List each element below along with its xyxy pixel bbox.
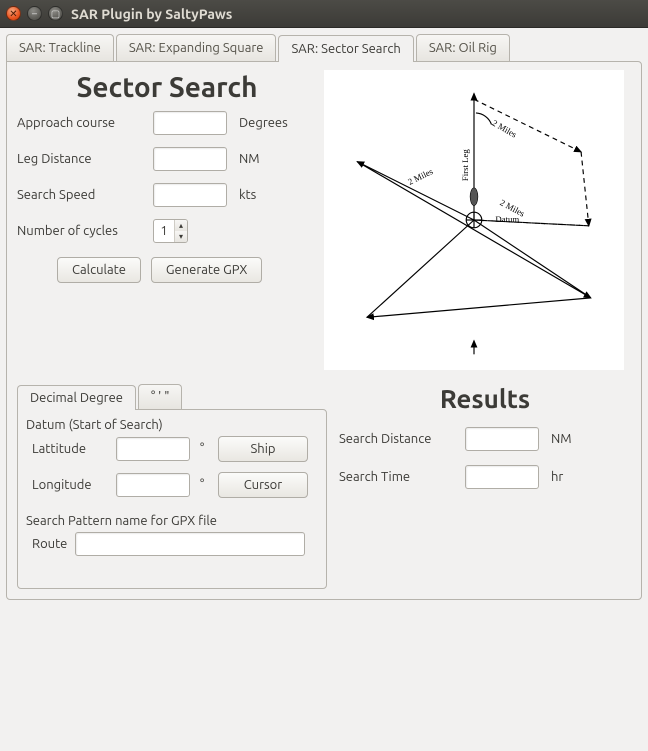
cycles-down-icon[interactable]: ▾ [175,231,187,242]
main-tab-strip: SAR: Trackline SAR: Expanding Square SAR… [6,34,642,61]
search-speed-unit: kts [239,188,317,202]
close-icon[interactable]: ✕ [6,6,21,21]
window-buttons: ✕ – ▢ [6,6,63,21]
tab-decimal-degree[interactable]: Decimal Degree [17,385,136,410]
coord-panel-body: Datum (Start of Search) Lattitude ° Ship… [17,409,327,589]
results-title: Results [339,384,631,413]
datum-group-label: Datum (Start of Search) [26,418,318,432]
calculate-button[interactable]: Calculate [57,257,141,283]
search-time-unit: hr [551,470,631,484]
cycles-up-icon[interactable]: ▴ [175,220,187,231]
minimize-icon[interactable]: – [27,6,42,21]
cycles-spinner[interactable]: 1 ▴ ▾ [153,219,188,243]
leg-distance-unit: NM [239,152,317,166]
approach-course-input[interactable] [153,111,227,135]
window-title: SAR Plugin by SaltyPaws [71,6,232,22]
coord-tab-strip: Decimal Degree ° ' " [17,384,327,409]
ship-button[interactable]: Ship [218,436,308,462]
search-distance-output[interactable] [465,427,539,451]
tab-oil-rig[interactable]: SAR: Oil Rig [416,34,510,61]
search-speed-label: Search Speed [17,188,147,202]
results-panel: Results Search Distance NM Search Time h… [339,384,631,489]
sector-diagram-svg: DatumFirst Leg2 Miles2 Miles2 Miles [328,74,620,366]
search-time-output[interactable] [465,465,539,489]
svg-text:2 Miles: 2 Miles [491,118,519,140]
tab-sector-search[interactable]: SAR: Sector Search [278,35,413,62]
leg-distance-label: Leg Distance [17,152,147,166]
degree-symbol-lat: ° [200,442,214,456]
search-speed-input[interactable] [153,183,227,207]
approach-course-unit: Degrees [239,116,317,130]
tab-expanding-square[interactable]: SAR: Expanding Square [116,34,277,61]
latitude-input[interactable] [116,437,190,461]
diagram-area: DatumFirst Leg2 Miles2 Miles2 Miles [317,70,631,370]
sector-diagram: DatumFirst Leg2 Miles2 Miles2 Miles [324,70,624,370]
search-time-label: Search Time [339,470,459,484]
latitude-label: Lattitude [32,442,112,456]
tab-trackline[interactable]: SAR: Trackline [6,34,114,61]
titlebar: ✕ – ▢ SAR Plugin by SaltyPaws [0,0,648,28]
coordinates-panel: Decimal Degree ° ' " Datum (Start of Sea… [17,384,327,589]
gpx-group-label: Search Pattern name for GPX file [26,514,318,528]
longitude-input[interactable] [116,473,190,497]
search-distance-unit: NM [551,432,631,446]
degree-symbol-lon: ° [200,478,214,492]
sector-form: Sector Search Approach course Degrees Le… [17,70,317,370]
generate-gpx-button[interactable]: Generate GPX [151,257,263,283]
svg-text:First Leg: First Leg [460,149,470,181]
cycles-value: 1 [154,220,174,242]
tab-dms[interactable]: ° ' " [138,384,183,409]
maximize-icon[interactable]: ▢ [48,6,63,21]
leg-distance-input[interactable] [153,147,227,171]
window-body: SAR: Trackline SAR: Expanding Square SAR… [0,28,648,606]
cursor-button[interactable]: Cursor [218,472,308,498]
approach-course-label: Approach course [17,116,147,130]
longitude-label: Longitude [32,478,112,492]
svg-text:2 Miles: 2 Miles [406,166,435,187]
tab-panel-sector: Sector Search Approach course Degrees Le… [6,61,642,600]
route-label: Route [32,537,67,551]
route-name-input[interactable] [75,532,305,556]
cycles-label: Number of cycles [17,224,147,238]
search-distance-label: Search Distance [339,432,459,446]
sector-title: Sector Search [17,72,317,103]
